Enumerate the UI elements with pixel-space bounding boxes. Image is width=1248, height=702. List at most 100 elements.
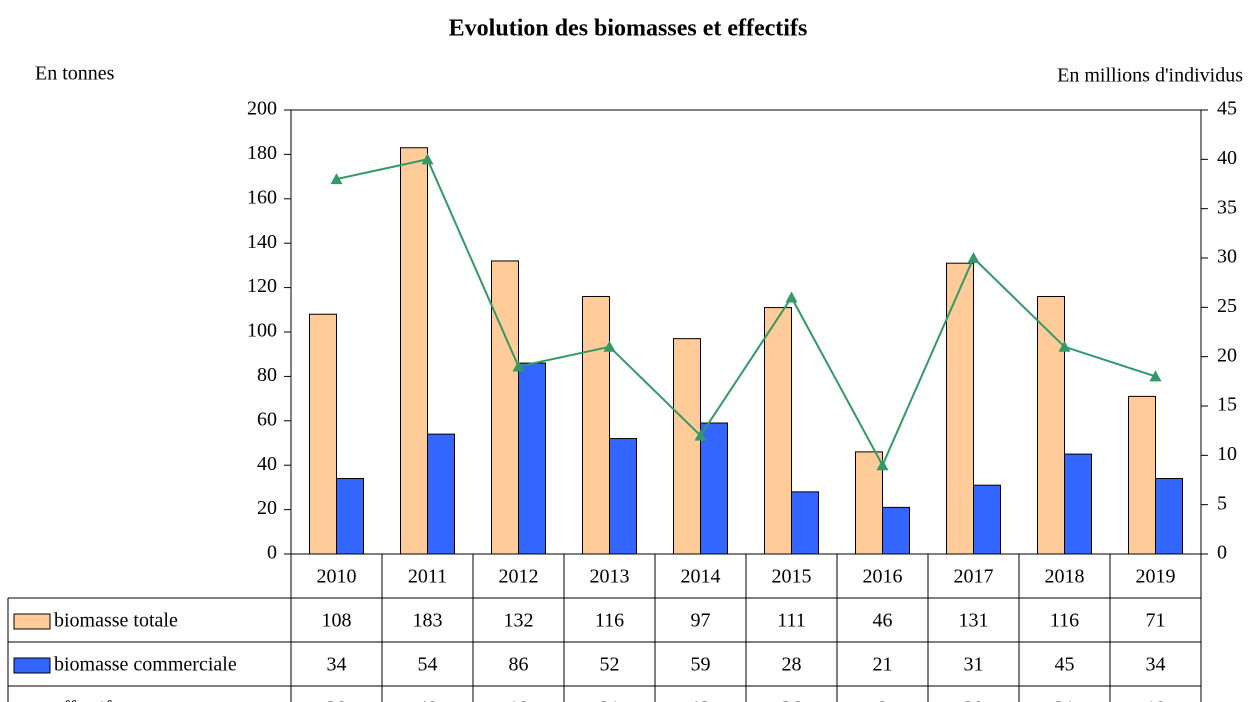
y2-axis-label: En millions d'individus (1057, 65, 1243, 87)
marker (421, 153, 434, 165)
y-tick-label: 120 (247, 275, 277, 297)
x-tick-label: 2013 (590, 566, 630, 588)
bar (491, 260, 519, 555)
y2-tick-label: 20 (1217, 344, 1237, 366)
bar (336, 478, 364, 555)
table-value: 132 (504, 610, 534, 632)
bar (882, 506, 910, 555)
marker (876, 459, 889, 471)
table-value: 116 (595, 610, 624, 632)
table-value: 21 (1055, 698, 1075, 702)
bar (791, 491, 819, 555)
table-value: 34 (1146, 654, 1166, 676)
table-value: 21 (873, 654, 893, 676)
marker (785, 291, 798, 303)
y-tick-label: 140 (247, 231, 277, 253)
bar (309, 313, 337, 555)
y2-tick-label: 40 (1217, 147, 1237, 169)
y-tick-label: 60 (257, 408, 277, 430)
table-value: 19 (509, 698, 529, 702)
bar (673, 338, 701, 555)
bar (973, 484, 1001, 555)
y-tick-label: 20 (257, 497, 277, 519)
table-value: 183 (413, 610, 443, 632)
x-tick-label: 2019 (1136, 566, 1176, 588)
y2-tick-label: 30 (1217, 246, 1237, 268)
legend-label: effectifs totaux (54, 698, 174, 702)
legend-label: biomasse totale (54, 610, 178, 632)
y-tick-label: 0 (267, 542, 277, 564)
bar (400, 147, 428, 555)
y-tick-label: 180 (247, 142, 277, 164)
table-value: 52 (600, 654, 620, 676)
x-tick-label: 2015 (772, 566, 812, 588)
y2-tick-label: 15 (1217, 394, 1237, 416)
table-value: 86 (509, 654, 529, 676)
table-value: 45 (1055, 654, 1075, 676)
y-tick-label: 200 (247, 98, 277, 120)
marker (512, 360, 525, 372)
table-value: 38 (327, 698, 347, 702)
y2-tick-label: 5 (1217, 492, 1227, 514)
y-tick-label: 100 (247, 320, 277, 342)
line (336, 158, 1156, 468)
y2-tick-label: 0 (1217, 542, 1227, 564)
table-value: 34 (327, 654, 347, 676)
table-value: 59 (691, 654, 711, 676)
marker (330, 173, 343, 185)
bar (700, 422, 728, 555)
x-tick-label: 2018 (1045, 566, 1085, 588)
legend-key (13, 657, 51, 674)
bar (427, 433, 455, 555)
marker (1149, 370, 1162, 382)
table-value: 26 (782, 698, 802, 702)
table-value: 30 (964, 698, 984, 702)
bar (1037, 295, 1065, 555)
bar (609, 438, 637, 555)
bar (1128, 395, 1156, 555)
x-tick-label: 2010 (317, 566, 357, 588)
x-tick-label: 2011 (408, 566, 447, 588)
marker (1058, 340, 1071, 352)
table-value: 54 (418, 654, 438, 676)
legend-key (13, 613, 51, 630)
legend-label: biomasse commerciale (54, 654, 237, 676)
table-value: 9 (878, 698, 888, 702)
bar (1155, 478, 1183, 555)
chart-title: Evolution des biomasses et effectifs (449, 16, 808, 42)
table-value: 46 (873, 610, 893, 632)
marker (967, 252, 980, 263)
table-value: 108 (322, 610, 352, 632)
bar (518, 362, 546, 555)
bar (1064, 453, 1092, 555)
y-axis-label: En tonnes (35, 63, 115, 85)
y2-tick-label: 35 (1217, 196, 1237, 218)
table-value: 12 (691, 698, 711, 702)
table-value: 28 (782, 654, 802, 676)
table-value: 31 (964, 654, 984, 676)
y2-tick-label: 10 (1217, 443, 1237, 465)
marker (603, 340, 616, 352)
bar (946, 262, 974, 555)
y-tick-label: 80 (257, 364, 277, 386)
table-value: 71 (1146, 610, 1166, 632)
x-tick-label: 2017 (954, 566, 994, 588)
bar (582, 295, 610, 555)
y2-tick-label: 25 (1217, 295, 1237, 317)
x-tick-label: 2016 (863, 566, 903, 588)
table-value: 97 (691, 610, 711, 632)
y-tick-label: 160 (247, 186, 277, 208)
y-tick-label: 40 (257, 453, 277, 475)
table-value: 21 (600, 698, 620, 702)
x-tick-label: 2012 (499, 566, 539, 588)
table-value: 116 (1050, 610, 1079, 632)
table-value: 111 (777, 610, 806, 632)
table-value: 131 (959, 610, 989, 632)
table-value: 40 (418, 698, 438, 702)
x-tick-label: 2014 (681, 566, 721, 588)
bar (764, 307, 792, 555)
marker (694, 429, 707, 441)
table-value: 18 (1146, 698, 1166, 702)
y2-tick-label: 45 (1217, 98, 1237, 120)
